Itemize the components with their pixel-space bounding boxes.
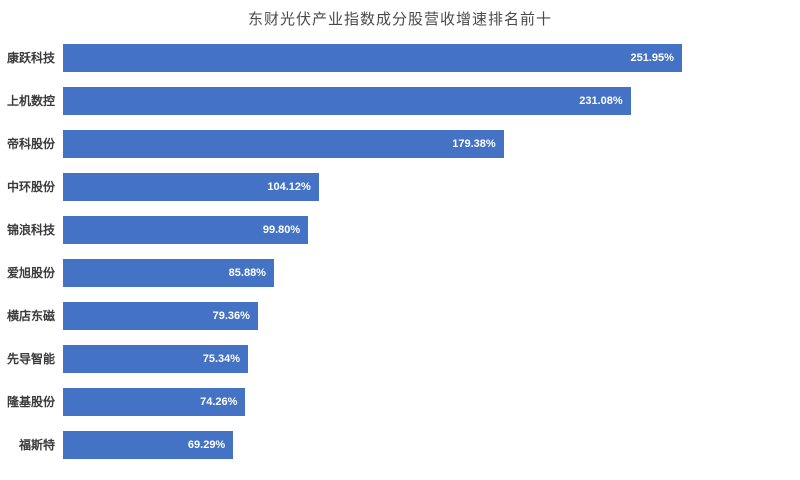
bar: 231.08% bbox=[63, 86, 631, 115]
value-label: 104.12% bbox=[267, 180, 311, 193]
value-label: 99.80% bbox=[262, 223, 301, 236]
bar-row: 横店东磁 79.36% bbox=[0, 294, 800, 337]
bar-track: 75.34% bbox=[63, 344, 800, 373]
category-label: 先导智能 bbox=[6, 352, 55, 366]
category-label: 隆基股份 bbox=[6, 395, 55, 409]
bar: 74.26% bbox=[63, 387, 246, 416]
category-label: 锦浪科技 bbox=[6, 223, 55, 237]
bar-row: 隆基股份 74.26% bbox=[0, 380, 800, 423]
category-label: 中环股份 bbox=[6, 180, 55, 194]
chart-rows: 康跃科技 251.95% 上机数控 231.08% 帝科股份 179.38% 中… bbox=[0, 36, 800, 466]
category-label: 康跃科技 bbox=[6, 51, 55, 65]
category-label: 横店东磁 bbox=[6, 309, 55, 323]
bar: 99.80% bbox=[63, 215, 309, 244]
bar-track: 99.80% bbox=[63, 215, 800, 244]
chart-title: 东财光伏产业指数成分股营收增速排名前十 bbox=[247, 11, 552, 28]
bar-row: 先导智能 75.34% bbox=[0, 337, 800, 380]
category-label: 帝科股份 bbox=[6, 137, 55, 151]
bar-track: 74.26% bbox=[63, 387, 800, 416]
value-label: 79.36% bbox=[212, 309, 250, 322]
bar: 75.34% bbox=[63, 344, 249, 373]
bar-row: 中环股份 104.12% bbox=[0, 165, 800, 208]
bar-track: 85.88% bbox=[63, 258, 800, 287]
value-label: 179.38% bbox=[452, 137, 496, 150]
value-label: 231.08% bbox=[579, 94, 623, 107]
bar: 85.88% bbox=[63, 258, 274, 287]
bar-row: 康跃科技 251.95% bbox=[0, 36, 800, 79]
value-label: 75.34% bbox=[202, 352, 241, 365]
bar-row: 帝科股份 179.38% bbox=[0, 122, 800, 165]
bar-row: 福斯特 69.29% bbox=[0, 423, 800, 466]
bar-track: 69.29% bbox=[63, 430, 800, 459]
bar: 69.29% bbox=[63, 430, 234, 459]
bar: 104.12% bbox=[63, 172, 319, 201]
category-label: 上机数控 bbox=[6, 94, 55, 108]
bar: 251.95% bbox=[63, 43, 682, 72]
category-label: 福斯特 bbox=[18, 438, 55, 452]
bar-track: 251.95% bbox=[63, 43, 800, 72]
bar-track: 104.12% bbox=[63, 172, 800, 201]
bar-track: 179.38% bbox=[63, 129, 800, 158]
value-label: 69.29% bbox=[187, 438, 226, 451]
bar-row: 锦浪科技 99.80% bbox=[0, 208, 800, 251]
bar-row: 爱旭股份 85.88% bbox=[0, 251, 800, 294]
value-label: 251.95% bbox=[630, 51, 674, 64]
bar-track: 79.36% bbox=[63, 301, 800, 330]
category-label: 爱旭股份 bbox=[6, 266, 55, 280]
bar-row: 上机数控 231.08% bbox=[0, 79, 800, 122]
bar: 179.38% bbox=[63, 129, 504, 158]
value-label: 74.26% bbox=[200, 395, 238, 408]
bar-track: 231.08% bbox=[63, 86, 800, 115]
value-label: 85.88% bbox=[228, 266, 266, 279]
bar: 79.36% bbox=[63, 301, 258, 330]
